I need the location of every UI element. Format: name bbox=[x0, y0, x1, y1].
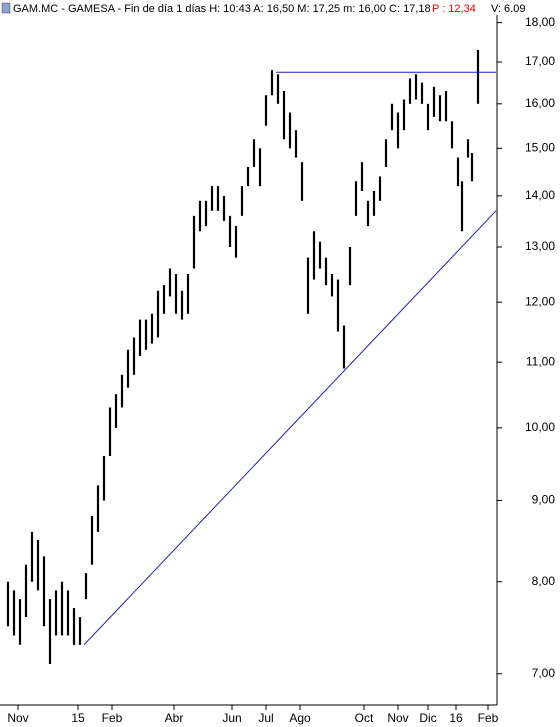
y-tick-label: 13,00 bbox=[525, 239, 555, 253]
y-tick-label: 10,00 bbox=[525, 420, 555, 434]
x-tick-label: Oct bbox=[355, 711, 374, 725]
header-v: V: 6.09 bbox=[491, 3, 525, 15]
y-tick-label: 12,00 bbox=[525, 294, 555, 308]
y-tick-label: 11,00 bbox=[526, 354, 555, 368]
y-tick-label: 17,00 bbox=[525, 54, 555, 68]
y-tick-label: 7,00 bbox=[532, 666, 556, 680]
y-tick-label: 8,00 bbox=[532, 574, 556, 588]
x-tick-label: 16 bbox=[449, 711, 463, 725]
y-tick-label: 16,00 bbox=[525, 96, 555, 110]
x-tick-label: Feb bbox=[102, 711, 123, 725]
x-tick-label: Dic bbox=[419, 711, 436, 725]
y-tick-label: 15,00 bbox=[525, 140, 555, 154]
icon bbox=[1, 2, 11, 14]
trend-line bbox=[83, 210, 497, 646]
x-tick-label: 15 bbox=[71, 711, 85, 725]
y-tick-label: 14,00 bbox=[525, 188, 555, 202]
y-tick-label: 18,00 bbox=[525, 15, 555, 29]
x-tick-label: Jun bbox=[222, 711, 241, 725]
x-tick-label: Nov bbox=[7, 711, 28, 725]
x-tick-label: Jul bbox=[258, 711, 273, 725]
x-tick-label: Nov bbox=[387, 711, 408, 725]
x-tick-label: Abr bbox=[165, 711, 184, 725]
header-p: P : 12,34 bbox=[432, 3, 476, 15]
header-info: GAM.MC - GAMESA - Fin de día 1 días H: 1… bbox=[13, 3, 431, 15]
x-tick-label: Feb bbox=[478, 711, 499, 725]
x-tick-label: Ago bbox=[289, 711, 311, 725]
y-tick-label: 9,00 bbox=[532, 493, 556, 507]
